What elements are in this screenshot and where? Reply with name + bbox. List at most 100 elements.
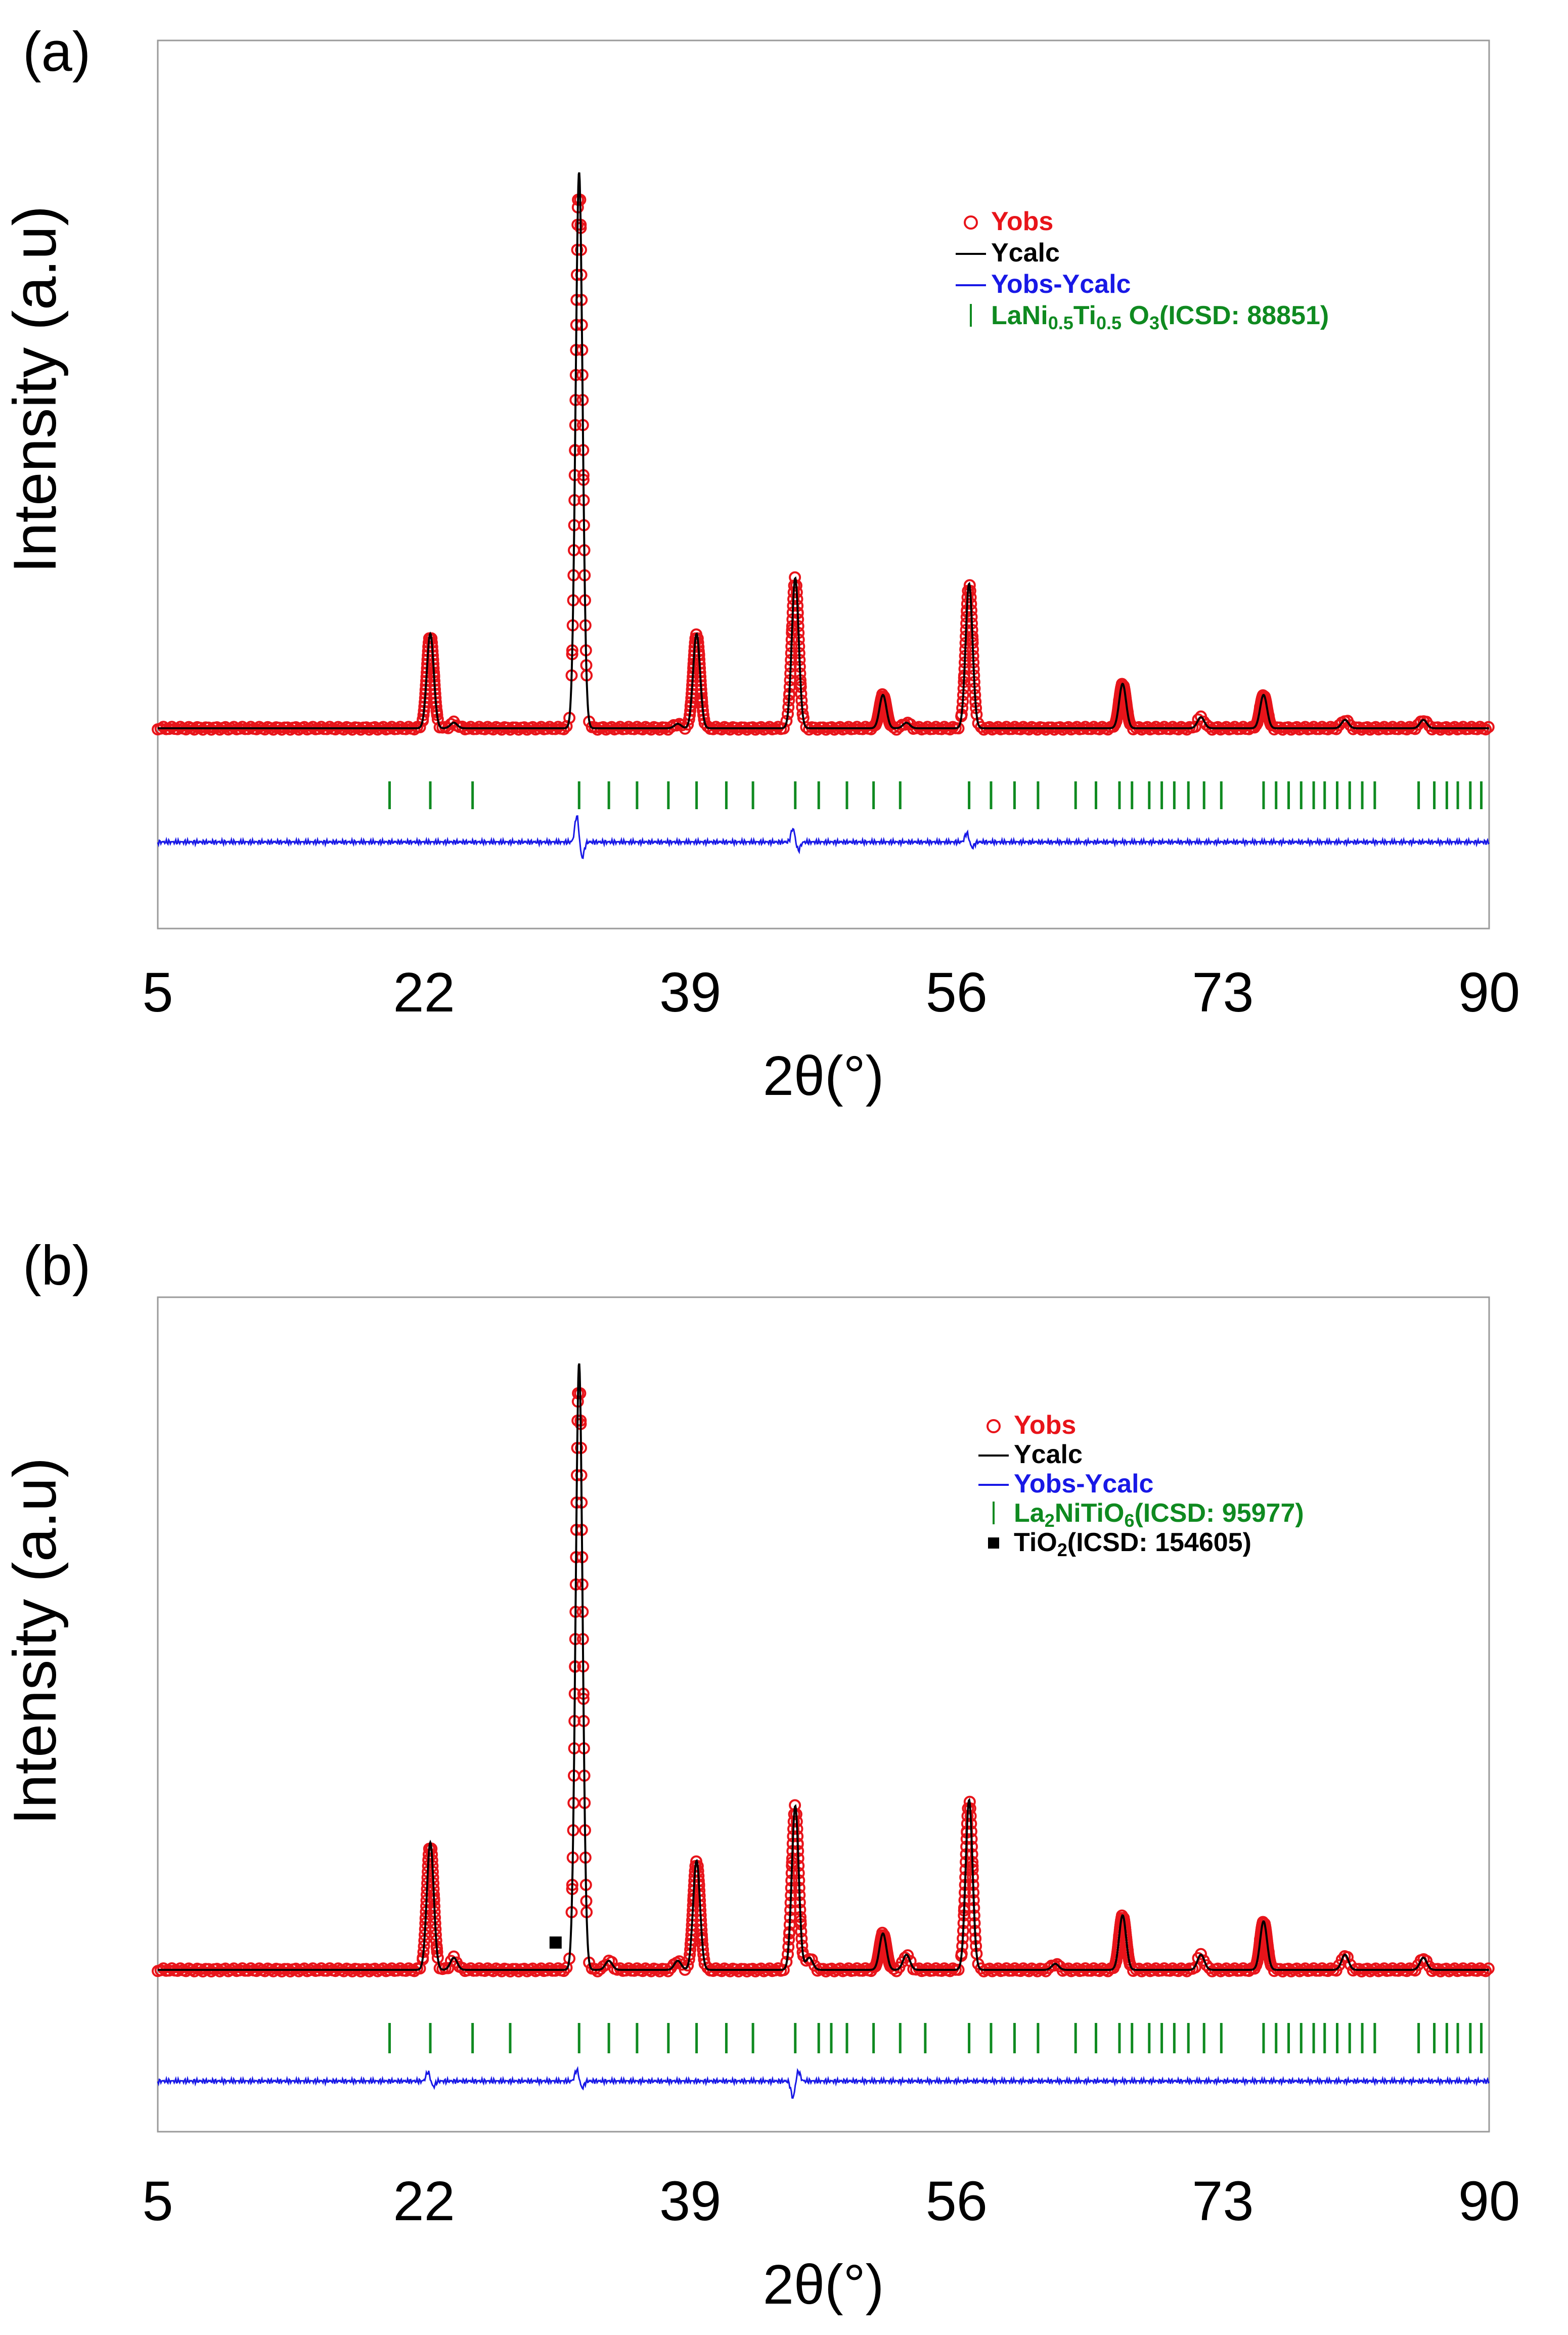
observed-point — [276, 1965, 288, 1977]
observed-point — [1482, 721, 1495, 733]
observed-point — [1014, 1965, 1027, 1977]
observed-point — [535, 1962, 548, 1975]
bragg-ticks — [388, 781, 1483, 809]
observed-point — [1070, 1962, 1083, 1975]
observed-point — [157, 721, 170, 733]
observed-point — [298, 1962, 310, 1975]
observed-point — [1308, 721, 1320, 733]
observed-point — [902, 1949, 914, 1962]
x-axis-label: 2θ(°) — [763, 1045, 884, 1107]
observed-point — [442, 1962, 455, 1974]
observed-point — [975, 721, 988, 733]
observed-point — [1109, 1958, 1122, 1971]
observed-point — [338, 723, 350, 736]
observed-point — [834, 721, 846, 733]
observed-point — [1022, 723, 1035, 736]
legend-label: TiO2(ICSD: 154605) — [1014, 1528, 1251, 1560]
x-tick-label: 90 — [1458, 961, 1520, 1024]
observed-point — [637, 723, 649, 736]
x-tick-label: 22 — [393, 961, 455, 1024]
observed-point — [1369, 721, 1382, 733]
observed-point — [1290, 721, 1303, 733]
observed-point — [1220, 1962, 1233, 1975]
observed-point — [267, 1965, 280, 1977]
x-tick-label: 56 — [926, 2170, 988, 2232]
observed-point — [1250, 1959, 1263, 1971]
observed-point — [715, 1965, 728, 1977]
observed-point — [456, 720, 469, 733]
legend-label: Yobs-Ycalc — [1014, 1469, 1153, 1499]
observed-point — [496, 723, 508, 736]
observed-point — [983, 721, 996, 733]
observed-point — [1228, 1962, 1241, 1975]
observed-point — [834, 1962, 846, 1975]
plot-frame — [157, 39, 1490, 930]
observed-point — [715, 723, 728, 736]
observed-point — [250, 1965, 263, 1977]
observed-point — [772, 1962, 784, 1974]
observed-point — [157, 1962, 170, 1975]
legend-label: Ycalc — [1014, 1440, 1083, 1469]
observed-point — [1440, 721, 1453, 733]
calculated-curve — [158, 172, 1489, 729]
observed-point — [605, 721, 618, 733]
legend-obs-marker — [987, 1419, 1001, 1433]
observed-point — [842, 721, 855, 733]
observed-point — [944, 1965, 956, 1977]
observed-point — [800, 721, 813, 733]
observed-point — [614, 721, 626, 733]
plot-frame — [157, 1296, 1490, 2133]
observed-point — [306, 1962, 319, 1975]
observed-point — [180, 1965, 192, 1977]
observed-point — [456, 1962, 469, 1974]
observed-point — [1195, 1948, 1207, 1960]
observed-point — [803, 723, 815, 736]
observed-point — [850, 1962, 863, 1974]
legend-label: Yobs — [991, 207, 1053, 236]
observed-point — [219, 1962, 232, 1975]
difference-curve — [157, 815, 1490, 859]
observed-point — [377, 721, 390, 733]
observed-point — [385, 721, 398, 733]
observed-point — [1022, 1965, 1035, 1977]
panel-a: (a) Intensity (a.u) 5 22 39 56 73 90 2θ(°) YobsYc… — [1, 21, 1520, 1107]
panel-label: (a) — [23, 21, 91, 83]
observed-point — [1000, 721, 1013, 733]
observed-point — [732, 1965, 745, 1977]
observed-point — [354, 1965, 367, 1977]
observed-point — [267, 723, 280, 736]
observed-point — [1237, 1962, 1249, 1974]
observed-point — [1401, 723, 1413, 736]
observed-point — [1378, 721, 1391, 733]
observed-points — [152, 1387, 1495, 1977]
observed-point — [1250, 719, 1263, 731]
observed-point — [1203, 1962, 1216, 1974]
observed-point — [1124, 718, 1136, 730]
observed-point — [1299, 721, 1312, 733]
x-tick-label: 39 — [659, 2170, 721, 2232]
x-tick-label: 73 — [1192, 2170, 1253, 2232]
difference-curve — [157, 2066, 1490, 2099]
observed-point — [338, 1965, 350, 1977]
observed-point — [1448, 721, 1461, 733]
observed-point — [653, 1965, 666, 1977]
observed-point — [385, 1962, 398, 1975]
observed-point — [1308, 1962, 1320, 1974]
observed-point — [1212, 721, 1224, 733]
calculated-curve — [158, 1363, 1489, 1971]
observed-point — [544, 1962, 556, 1974]
observed-point — [315, 1962, 328, 1974]
bragg-ticks — [388, 2023, 1483, 2053]
observed-point — [369, 721, 381, 733]
observed-point — [329, 723, 342, 736]
observed-point — [637, 1965, 649, 1977]
observed-point — [884, 1960, 897, 1973]
observed-point — [869, 719, 882, 731]
observed-point — [1062, 721, 1074, 733]
observed-point — [258, 1965, 271, 1977]
observed-point — [535, 721, 548, 733]
observed-point — [755, 721, 768, 733]
observed-point — [1265, 1959, 1277, 1971]
legend-obs-marker — [964, 215, 978, 230]
